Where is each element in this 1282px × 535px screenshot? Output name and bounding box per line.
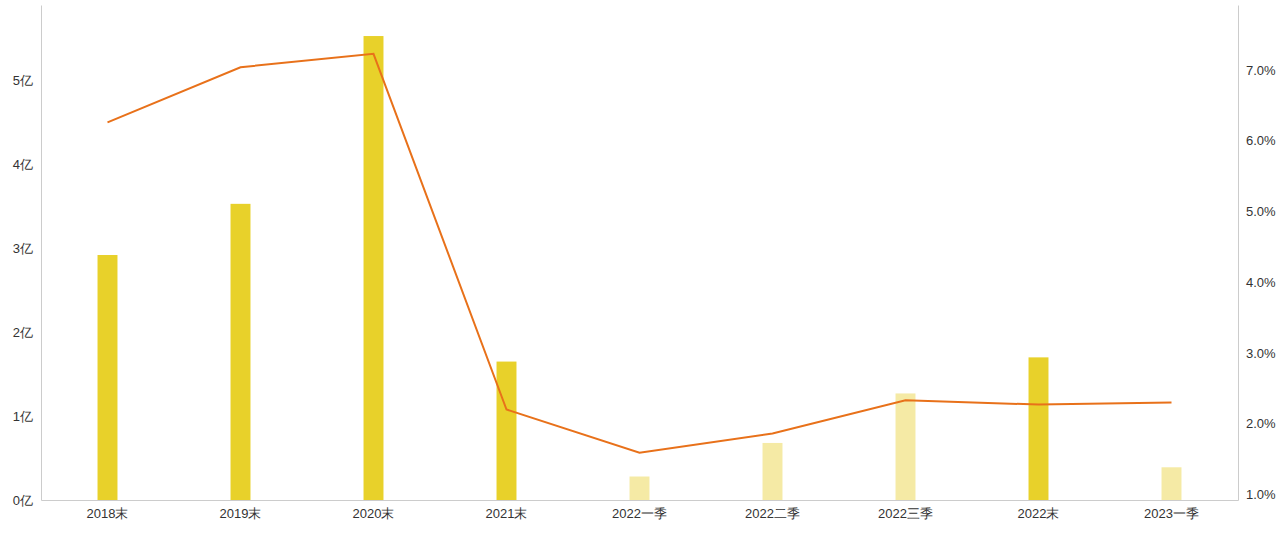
bar xyxy=(364,36,384,500)
x-axis-tick-label: 2022末 xyxy=(1018,506,1060,521)
x-axis-line xyxy=(42,500,1239,501)
x-axis-tick-label: 2018末 xyxy=(87,506,129,521)
y2-axis: 1.0% 2.0% 3.0% 4.0% 5.0% 6.0% 7.0% xyxy=(1238,6,1276,503)
x-axis-tick: 2020末 xyxy=(353,500,395,521)
y2-axis-line xyxy=(1238,6,1239,501)
y2-axis-tick-label: 1.0% xyxy=(1246,487,1276,502)
x-axis-tick-label: 2023一季 xyxy=(1144,506,1199,521)
plot: 2018末 2019末 2020末 2021末 2022一季 2022二季 2022三季 20… xyxy=(13,6,1276,522)
y2-axis-tick-label: 5.0% xyxy=(1246,204,1276,219)
marks xyxy=(98,36,1182,500)
bar xyxy=(763,443,783,500)
x-axis-tick: 2018末 xyxy=(87,500,129,521)
y2-axis-tick: 5.0% xyxy=(1238,204,1276,219)
y2-axis-tick: 6.0% xyxy=(1238,133,1276,148)
chart: 2018末 2019末 2020末 2021末 2022一季 2022二季 2022三季 20… xyxy=(0,0,1282,535)
y-axis-tick-label: 2亿 xyxy=(13,325,33,340)
y2-axis-tick: 4.0% xyxy=(1238,275,1276,290)
y2-axis-tick-label: 7.0% xyxy=(1246,63,1276,78)
y-axis-line xyxy=(41,6,42,501)
x-axis-tick: 2022二季 xyxy=(745,500,800,521)
x-axis-tick-label: 2019末 xyxy=(220,506,262,521)
y2-axis-tick-label: 6.0% xyxy=(1246,133,1276,148)
y-axis-tick-label: 5亿 xyxy=(13,73,33,88)
bar xyxy=(1029,357,1049,500)
y-axis-tick-label: 3亿 xyxy=(13,241,33,256)
bar xyxy=(896,393,916,500)
y-axis-tick: 0亿 xyxy=(13,493,41,508)
x-axis-tick: 2022一季 xyxy=(612,500,667,521)
y-axis-tick-label: 1亿 xyxy=(13,409,33,424)
bar xyxy=(497,362,517,500)
y-axis: 0亿 1亿 2亿 3亿 4亿 5亿 xyxy=(13,6,42,508)
y-axis-tick: 2亿 xyxy=(13,325,41,340)
y2-axis-tick: 7.0% xyxy=(1238,63,1276,78)
x-axis-tick: 2022三季 xyxy=(878,500,933,521)
x-axis-tick-label: 2020末 xyxy=(353,506,395,521)
bar xyxy=(98,255,118,500)
x-axis-tick-label: 2022二季 xyxy=(745,506,800,521)
bar xyxy=(1162,467,1182,500)
y2-axis-tick: 2.0% xyxy=(1238,416,1276,431)
x-axis-tick: 2022末 xyxy=(1018,500,1060,521)
x-axis-tick: 2023一季 xyxy=(1144,500,1199,521)
y2-axis-tick-label: 4.0% xyxy=(1246,275,1276,290)
line xyxy=(108,54,1172,453)
y-axis-tick: 3亿 xyxy=(13,241,41,256)
x-axis-tick-label: 2021末 xyxy=(486,506,528,521)
x-axis-tick-label: 2022三季 xyxy=(878,506,933,521)
y2-axis-tick: 3.0% xyxy=(1238,346,1276,361)
x-axis-tick-label: 2022一季 xyxy=(612,506,667,521)
y-axis-tick-label: 4亿 xyxy=(13,157,33,172)
bar-series xyxy=(98,36,1182,500)
bar xyxy=(630,477,650,500)
y-axis-tick: 4亿 xyxy=(13,157,41,172)
bar xyxy=(231,204,251,500)
x-axis: 2018末 2019末 2020末 2021末 2022一季 2022二季 2022三季 20… xyxy=(42,500,1239,521)
y-axis-tick-label: 0亿 xyxy=(13,493,33,508)
x-axis-tick: 2019末 xyxy=(220,500,262,521)
y-axis-tick: 5亿 xyxy=(13,73,41,88)
y2-axis-tick-label: 2.0% xyxy=(1246,416,1276,431)
x-axis-tick: 2021末 xyxy=(486,500,528,521)
y2-axis-tick: 1.0% xyxy=(1238,487,1276,502)
y2-axis-tick-label: 3.0% xyxy=(1246,346,1276,361)
y-axis-tick: 1亿 xyxy=(13,409,41,424)
